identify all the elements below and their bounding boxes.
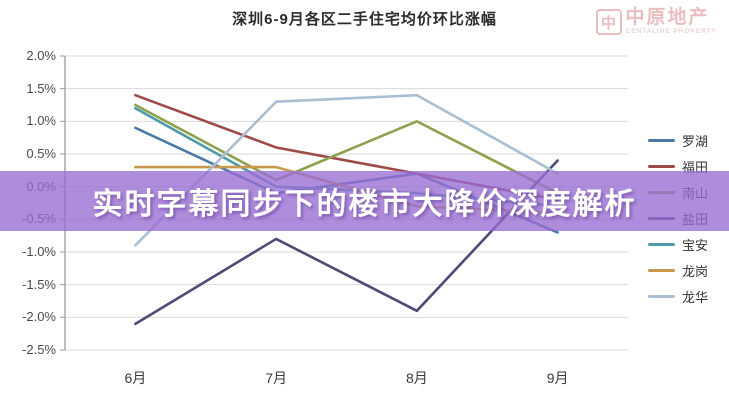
legend-swatch (648, 294, 675, 298)
watermark-caption: CENTALINE PROPERTY (625, 28, 717, 35)
x-tick-label: 7月 (265, 370, 288, 386)
watermark-name: 中原地产 (625, 7, 710, 28)
x-tick-label: 9月 (546, 370, 569, 386)
caption-banner: 实时字幕同步下的楼市大降价深度解析 (0, 171, 729, 231)
legend-item: 龙岗 (648, 257, 708, 283)
watermark-logo-icon: 中 (595, 9, 622, 35)
y-tick-label: 1.5% (26, 80, 56, 96)
legend-swatch (648, 138, 675, 142)
legend-label: 龙岗 (682, 263, 709, 279)
legend-item: 宝安 (648, 231, 708, 257)
x-tick-label: 8月 (405, 370, 428, 386)
legend-item: 福田 (648, 153, 708, 179)
y-tick-label: -1.0% (22, 244, 56, 259)
series-line (134, 159, 559, 326)
legend-item: 龙华 (648, 283, 708, 309)
y-tick-label: 2.0% (26, 48, 56, 63)
y-tick-label: -2.0% (22, 309, 56, 325)
legend-item: 罗湖 (648, 127, 708, 153)
legend-label: 福田 (682, 159, 709, 175)
legend-label: 罗湖 (682, 133, 709, 149)
legend-label: 宝安 (682, 237, 709, 253)
y-tick-label: -1.5% (22, 276, 56, 292)
y-tick-label: 0.5% (26, 146, 56, 161)
y-tick-label: 1.0% (26, 113, 56, 129)
legend-swatch (648, 268, 675, 272)
x-tick-label: 6月 (124, 370, 147, 386)
legend-swatch (648, 242, 675, 246)
caption-banner-text: 实时字幕同步下的楼市大降价深度解析 (92, 188, 637, 221)
watermark: 中 中原地产 CENTALINE PROPERTY (595, 7, 717, 35)
legend-label: 龙华 (682, 289, 709, 305)
legend-swatch (648, 164, 675, 168)
y-tick-label: -2.5% (22, 342, 56, 357)
series-line (134, 103, 559, 195)
chart-title: 深圳6-9月各区二手住宅均价环比涨幅 (232, 11, 497, 28)
